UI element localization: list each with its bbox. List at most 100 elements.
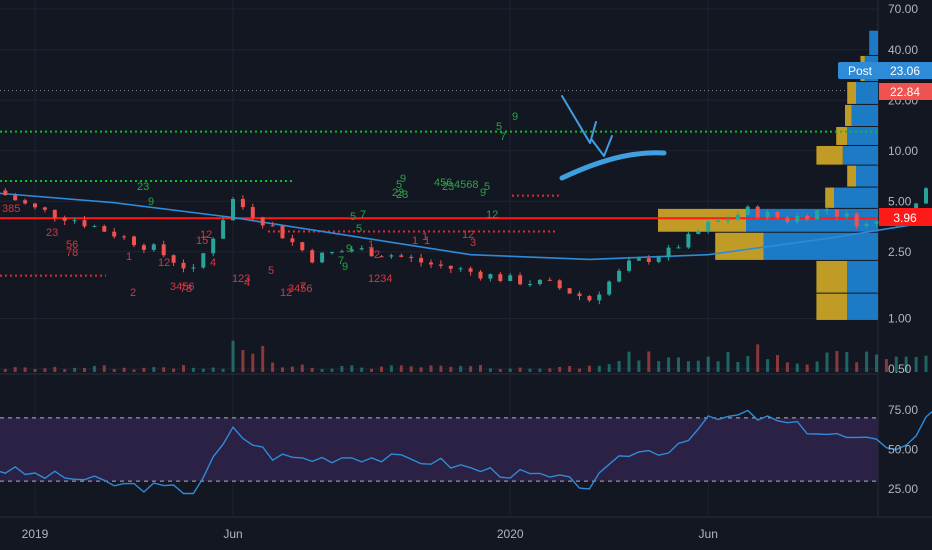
candle-body [508, 275, 513, 281]
candle-body [270, 225, 275, 227]
candle-body [141, 245, 146, 250]
volume-bar [706, 356, 710, 372]
candle-body [201, 253, 206, 268]
candle-body [82, 220, 87, 227]
volume-bar [122, 367, 126, 372]
candle-body [379, 256, 384, 258]
candle-body [676, 247, 681, 249]
volume-bar [815, 361, 819, 372]
rsi-tick-label: 25.00 [888, 482, 918, 496]
volume-bar [320, 368, 324, 372]
volume-profile-gold-bar [847, 82, 856, 104]
volume-bar [370, 368, 374, 372]
sequential-count-green: 9 [342, 261, 348, 273]
volume-profile-blue-bar [869, 30, 878, 55]
time-tick-label: Jun [699, 527, 718, 541]
volume-bar [924, 355, 928, 372]
post-value-bg [879, 62, 932, 79]
volume-bar [914, 356, 918, 372]
volume-profile-blue-bar [847, 126, 878, 145]
volume-bar [261, 345, 265, 372]
sequential-count-green: 23 [396, 189, 408, 201]
volume-profile-blue-bar [847, 293, 878, 320]
volume-bar [865, 351, 869, 372]
sequential-count-red: 4 [244, 277, 250, 289]
candle-body [42, 207, 47, 210]
candle-body [706, 221, 711, 232]
candle-body [260, 217, 265, 226]
volume-bar [716, 361, 720, 372]
rsi-panel [0, 409, 932, 495]
volume-bar [271, 362, 275, 372]
candle-body [518, 275, 523, 285]
candle-body [478, 271, 483, 279]
sequential-count-green: 23 [392, 187, 404, 199]
volume-profile-gold-bar [816, 260, 848, 293]
sequential-count-red: 3456 [288, 283, 312, 295]
sequential-count-red: 15 [196, 235, 208, 247]
candle-body [745, 206, 750, 215]
price-tick-label: 2.50 [888, 245, 912, 259]
candle-body [557, 280, 562, 289]
candle-body [785, 217, 790, 223]
volume-bar [795, 363, 799, 372]
candle-body [330, 252, 334, 254]
volume-profile-blue-bar [856, 82, 878, 104]
candle-body [924, 188, 928, 204]
candle-body [537, 279, 542, 285]
candle-body [854, 213, 859, 227]
candle-body [23, 200, 28, 204]
sequential-count-red: 385 [2, 203, 20, 215]
candle-body [805, 215, 810, 220]
volume-profile-blue-bar [842, 145, 878, 165]
sequential-count-green: 7 [500, 131, 506, 143]
sequential-count-red: 1 [422, 231, 428, 243]
sequential-count-green: 4568 [454, 179, 478, 191]
sequential-count-red: 78 [180, 283, 192, 295]
candle-body [52, 209, 57, 218]
volume-bar [548, 368, 552, 372]
volume-bar [459, 365, 463, 372]
sequential-count-green: 7 [360, 209, 366, 221]
sequential-count-green: 5 [396, 179, 402, 191]
candle-body [359, 248, 364, 250]
volume-profile-gold-bar [715, 232, 764, 260]
volume-bar [855, 362, 859, 372]
candle-body [3, 190, 8, 196]
candle-body [409, 256, 414, 258]
volume-bar [449, 366, 453, 372]
volume-bar [112, 369, 116, 372]
volume-bar [83, 368, 86, 372]
candle-body [399, 255, 404, 257]
candle-body [825, 209, 829, 211]
volume-bar [360, 367, 364, 372]
volume-profile-gold-bar [847, 165, 856, 187]
volume-profile-blue-bar [834, 187, 878, 208]
sequential-count-red: 3456 [170, 281, 194, 293]
volume-bar [399, 365, 403, 372]
time-tick-label: Jun [223, 527, 242, 541]
candle-body [181, 262, 186, 269]
post-badge: Post 23.06 [838, 62, 932, 79]
sequential-count-red: 78 [66, 247, 78, 259]
volume-bar [43, 368, 47, 372]
price-tick-label: 5.00 [888, 194, 912, 208]
sequential-count-red: 12 [462, 229, 474, 241]
volume-bar [281, 367, 284, 372]
sequential-count-red: 23 [46, 227, 58, 239]
volume-bar [162, 367, 166, 372]
candle-body [577, 293, 582, 297]
candle-body [567, 288, 572, 294]
candle-body [696, 231, 701, 234]
projection-arrow [559, 95, 667, 181]
candle-body [339, 251, 344, 253]
candle-body [755, 206, 760, 218]
candle-body [112, 231, 117, 237]
candle-body [290, 238, 295, 243]
sequential-count-green: 5 [356, 223, 362, 235]
time-tick-label: 2019 [22, 527, 49, 541]
volume-profile-blue-bar [763, 232, 878, 260]
volume-bar [33, 369, 37, 372]
volume-profile-gold-bar [825, 187, 834, 208]
